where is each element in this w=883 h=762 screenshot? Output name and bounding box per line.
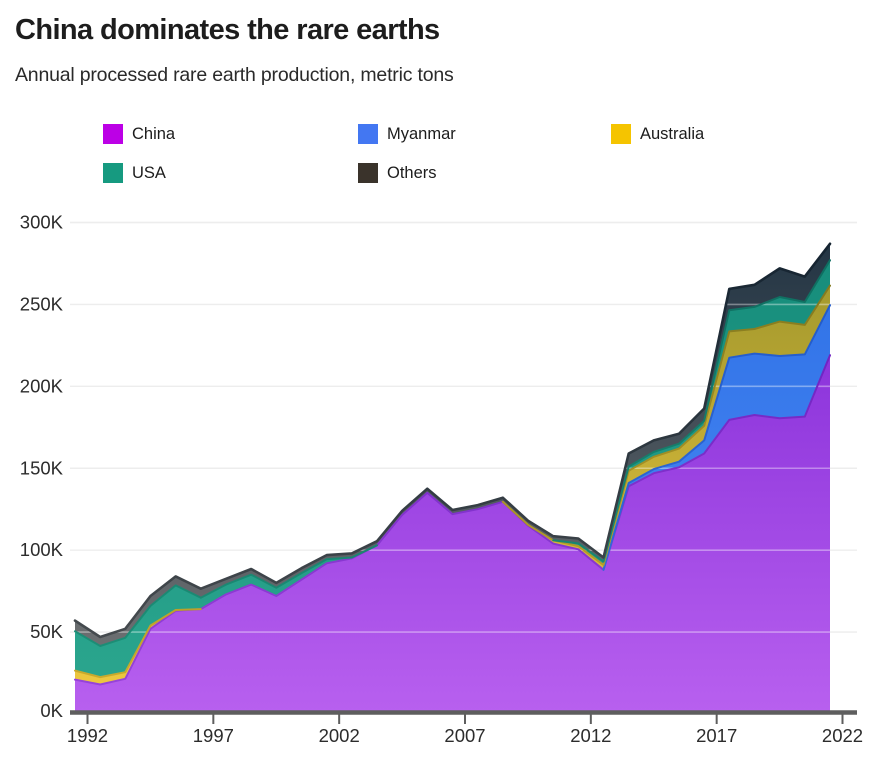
x-axis-label-1997: 1997 — [193, 725, 234, 746]
legend-item-australia: Australia — [611, 124, 704, 144]
area-china — [75, 355, 830, 714]
x-axis-label-2007: 2007 — [444, 725, 485, 746]
legend-item-china: China — [103, 124, 175, 144]
legend-swatch-usa — [103, 163, 123, 183]
y-axis-label-250K: 250K — [20, 293, 64, 314]
y-axis-label-50K: 50K — [30, 621, 64, 642]
y-axis-label-200K: 200K — [20, 375, 64, 396]
chart-subtitle: Annual processed rare earth production, … — [15, 64, 454, 86]
legend-item-myanmar: Myanmar — [358, 124, 456, 144]
legend-label-usa: USA — [132, 163, 166, 182]
y-axis-label-100K: 100K — [20, 539, 64, 560]
x-axis-label-2022: 2022 — [822, 725, 863, 746]
legend-label-china: China — [132, 124, 176, 143]
legend-label-myanmar: Myanmar — [387, 124, 456, 143]
x-axis-label-2017: 2017 — [696, 725, 737, 746]
legend-label-australia: Australia — [640, 124, 705, 143]
stacked-areas — [75, 243, 830, 714]
y-axis-label-150K: 150K — [20, 457, 64, 478]
y-axis: 0K 50K 100K 150K 200K 250K 300K — [20, 212, 64, 722]
legend-swatch-myanmar — [358, 124, 378, 144]
edge-usa — [74, 259, 831, 647]
y-axis-label-0K: 0K — [40, 700, 63, 721]
legend-item-usa: USA — [103, 163, 166, 183]
x-axis-label-2012: 2012 — [570, 725, 611, 746]
legend-swatch-others — [358, 163, 378, 183]
x-axis: 1992 1997 2002 2007 2012 2017 2022 — [67, 710, 863, 746]
legend-swatch-china — [103, 124, 123, 144]
edge-others — [73, 242, 832, 639]
legend-item-others: Others — [358, 163, 437, 183]
edge-myanmar — [602, 304, 831, 571]
y-axis-label-300K: 300K — [20, 212, 64, 233]
area-top-edges — [73, 242, 832, 686]
chart-title: China dominates the rare earths — [15, 14, 440, 46]
x-axis-label-1992: 1992 — [67, 725, 108, 746]
legend-label-others: Others — [387, 163, 437, 182]
legend-swatch-australia — [611, 124, 631, 144]
x-axis-label-2002: 2002 — [319, 725, 360, 746]
